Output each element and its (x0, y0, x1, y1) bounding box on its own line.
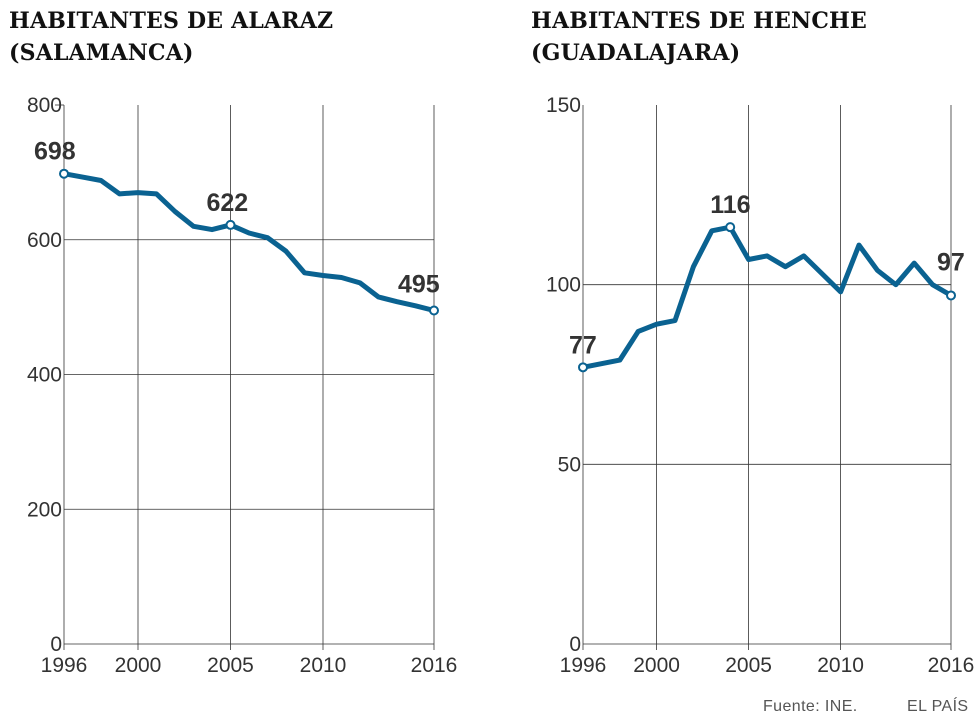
chart-2-data-point (578, 362, 588, 373)
chart-2-subtitle: (GUADALAJARA) (531, 40, 741, 66)
chart-1-xtick-label: 2005 (207, 654, 254, 677)
chart-2-data-point (725, 222, 736, 233)
chart-1-xtick-label: 1996 (41, 654, 88, 677)
chart-2-xtick-label: 2016 (928, 654, 975, 677)
chart-1-xtick-label: 2016 (411, 654, 458, 677)
chart-2-data-label: 97 (937, 248, 965, 276)
chart-1-data-label: 495 (398, 270, 440, 298)
chart-1-ytick-label: 200 (27, 498, 62, 521)
chart-2-title: HABITANTES DE HENCHE (531, 8, 868, 34)
brand-label: EL PAÍS (907, 698, 969, 715)
chart-1-xtick-label: 2010 (300, 654, 347, 677)
chart-2-ytick-label: 50 (558, 453, 581, 476)
chart-1-data-label: 698 (34, 138, 76, 166)
chart-1-data-label: 622 (207, 189, 249, 217)
chart-1-data-point (225, 219, 236, 230)
chart-1-ytick-label: 800 (27, 94, 62, 117)
chart-2-ytick-label: 100 (546, 274, 581, 297)
chart-2-data-label: 77 (569, 331, 597, 359)
chart-2-ytick-label: 150 (546, 94, 581, 117)
chart-1-series-line (61, 171, 437, 313)
chart-2-ytick-label: 0 (569, 633, 581, 656)
chart-2-data-point (946, 290, 956, 301)
source-note: Fuente: INE. (763, 698, 858, 715)
chart-2-xtick-label: 1996 (560, 654, 607, 677)
chart-1-ytick-label: 0 (50, 633, 62, 656)
chart-1-title: HABITANTES DE ALARAZ (9, 8, 334, 34)
chart-1-data-point (429, 305, 439, 316)
chart-1-data-point (59, 168, 69, 179)
chart-2-xtick-label: 2005 (725, 654, 772, 677)
chart-2-xtick-label: 2000 (633, 654, 680, 677)
chart-2-data-label: 116 (710, 191, 750, 219)
chart-2-series-line (580, 224, 954, 370)
chart-1-xtick-label: 2000 (115, 654, 162, 677)
chart-1-ytick-label: 400 (27, 364, 62, 387)
chart-1-ytick-label: 600 (27, 229, 62, 252)
chart-1-subtitle: (SALAMANCA) (9, 40, 194, 66)
chart-2-xtick-label: 2010 (817, 654, 864, 677)
